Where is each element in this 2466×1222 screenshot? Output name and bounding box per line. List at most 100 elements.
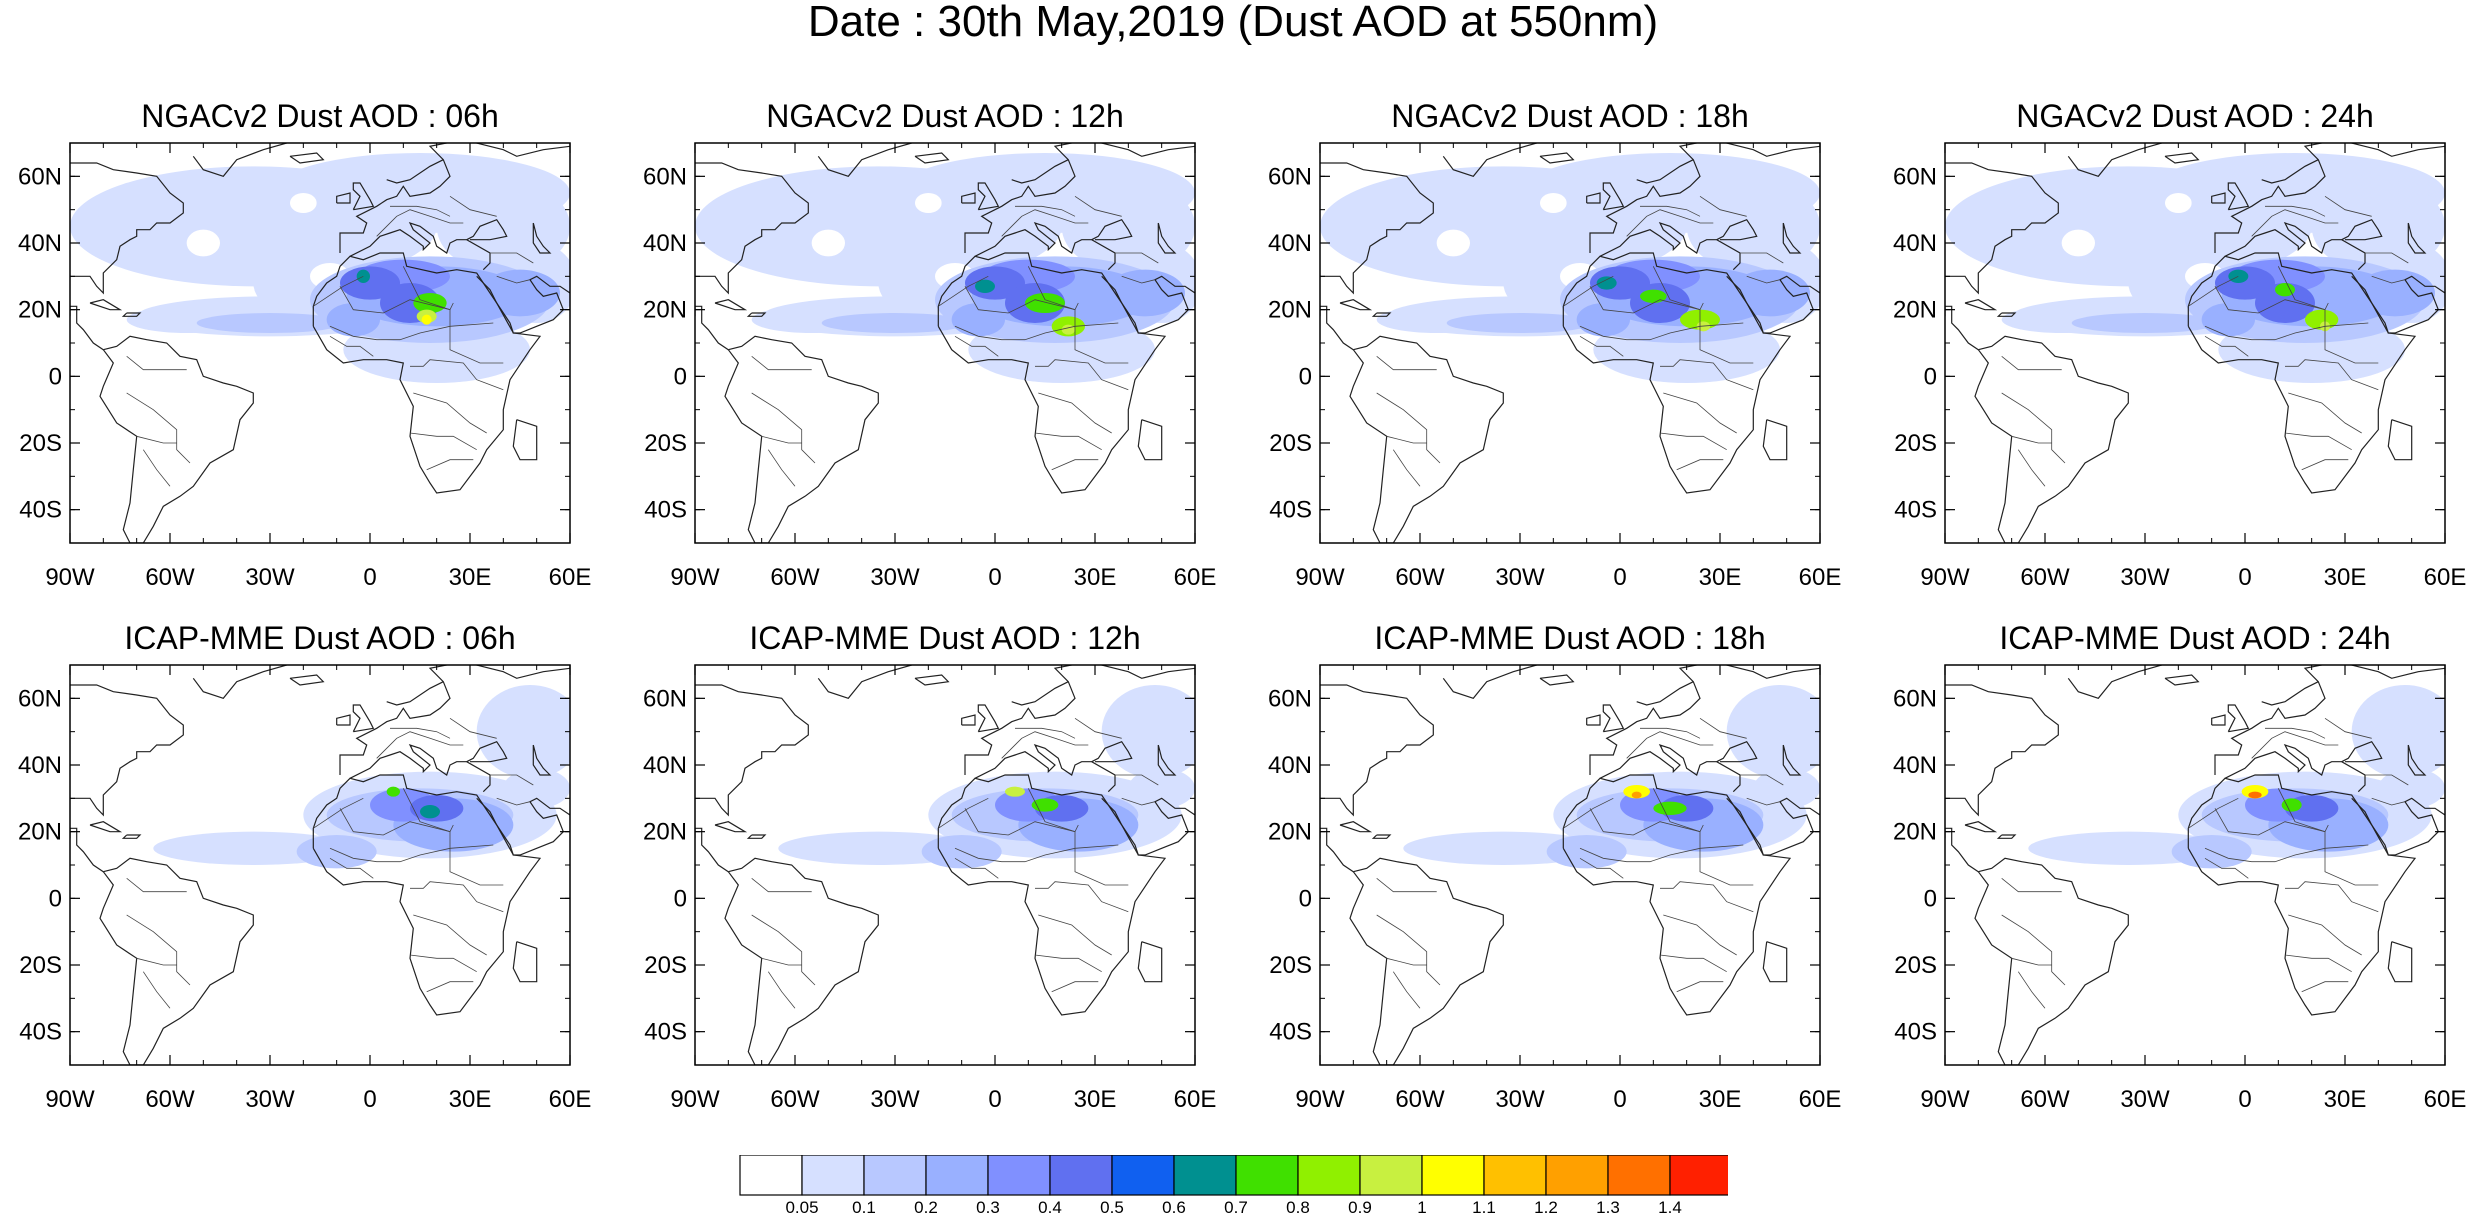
lat-tick-label: 60N bbox=[1893, 163, 1937, 190]
colorbar-label: 0.5 bbox=[1100, 1198, 1124, 1215]
lon-tick-label: 0 bbox=[2238, 1086, 2251, 1113]
lon-tick-label: 60E bbox=[549, 564, 592, 591]
lat-tick-label: 0 bbox=[1924, 885, 1937, 912]
aod-patch bbox=[2248, 791, 2262, 799]
aod-patch bbox=[921, 835, 1002, 869]
lon-tick-label: 30W bbox=[245, 1086, 295, 1113]
dust-field bbox=[1945, 153, 2445, 383]
lat-tick-label: 20N bbox=[1268, 297, 1312, 324]
map-panel-icap-12: ICAP-MME Dust AOD : 12h 90W 60W 30W 0 30E 60E 6… bbox=[643, 620, 1216, 1113]
aod-patch bbox=[1436, 229, 1470, 257]
aod-patch bbox=[2165, 193, 2192, 213]
lon-tick-label: 60E bbox=[549, 1086, 592, 1113]
lat-tick-label: 20S bbox=[644, 952, 687, 979]
lon-tick-label: 60E bbox=[2424, 564, 2466, 591]
lat-tick-label: 0 bbox=[1299, 363, 1312, 390]
lat-tick-label: 0 bbox=[674, 885, 687, 912]
colorbar-label: 1.1 bbox=[1472, 1198, 1496, 1215]
aod-patch bbox=[1590, 266, 1650, 300]
lat-tick-label: 20N bbox=[18, 819, 62, 846]
coastlines bbox=[695, 143, 1195, 543]
coastlines bbox=[695, 665, 1195, 1065]
lat-tick-label: 0 bbox=[1299, 885, 1312, 912]
colorbar-box bbox=[1359, 1155, 1423, 1196]
aod-patch bbox=[480, 269, 560, 317]
map-panel-ngac-06: NGACv2 Dust AOD : 06h 90W 60W 30W 0 30E 60E 60N… bbox=[18, 98, 591, 591]
lat-tick-label: 20S bbox=[19, 952, 62, 979]
coastlines bbox=[1945, 665, 2445, 1065]
colorbar-box bbox=[987, 1155, 1051, 1196]
lon-tick-label: 60E bbox=[1174, 564, 1217, 591]
dust-field bbox=[1320, 153, 1820, 383]
lon-tick-label: 0 bbox=[988, 1086, 1001, 1113]
aod-patch bbox=[1660, 795, 1714, 822]
colorbar-label: 0.8 bbox=[1286, 1198, 1310, 1215]
coastlines bbox=[70, 665, 570, 1065]
lon-tick-label: 30W bbox=[2120, 1086, 2170, 1113]
aod-patch bbox=[1753, 768, 1820, 809]
lat-tick-label: 20S bbox=[19, 430, 62, 457]
lat-tick-label: 40S bbox=[19, 497, 62, 524]
lon-tick-label: 30E bbox=[1074, 564, 1117, 591]
aod-patch bbox=[2305, 309, 2339, 330]
dust-field bbox=[2028, 685, 2445, 869]
lon-tick-label: 30E bbox=[1074, 1086, 1117, 1113]
colorbar-label: 1.2 bbox=[1534, 1198, 1558, 1215]
colorbar-label: 0.05 bbox=[785, 1198, 818, 1215]
aod-patch bbox=[1540, 193, 1567, 213]
map-panel-ngac-18: NGACv2 Dust AOD : 18h 90W 60W 30W 0 30E 60E 60N… bbox=[1268, 98, 1841, 591]
lon-tick-label: 0 bbox=[2238, 564, 2251, 591]
lon-tick-label: 60E bbox=[1799, 564, 1842, 591]
aod-patch bbox=[2378, 768, 2445, 809]
lon-tick-label: 60W bbox=[1395, 564, 1445, 591]
lat-tick-label: 20N bbox=[1893, 819, 1937, 846]
lat-tick-label: 60N bbox=[1268, 685, 1312, 712]
lat-tick-label: 40N bbox=[1893, 230, 1937, 257]
aod-patch bbox=[821, 313, 969, 333]
aod-patch bbox=[1025, 293, 1065, 313]
aod-patch bbox=[1105, 269, 1185, 317]
lon-tick-label: 30E bbox=[449, 1086, 492, 1113]
colorbar-label: 0.4 bbox=[1038, 1198, 1062, 1215]
lat-tick-label: 40S bbox=[1894, 497, 1937, 524]
lat-tick-label: 60N bbox=[18, 685, 62, 712]
colorbar-label: 0.3 bbox=[976, 1198, 1000, 1215]
map-panel-icap-18: ICAP-MME Dust AOD : 18h 90W 60W 30W 0 30E 60E 6… bbox=[1268, 620, 1841, 1113]
lon-tick-label: 90W bbox=[1295, 1086, 1345, 1113]
panel-title: ICAP-MME Dust AOD : 18h bbox=[1374, 620, 1765, 656]
aod-patch bbox=[1446, 313, 1594, 333]
map-panel-icap-06: ICAP-MME Dust AOD : 06h 90W 60W 30W 0 30E 60E 6… bbox=[18, 620, 591, 1113]
aod-patch bbox=[915, 193, 942, 213]
map-panel-ngac-24: NGACv2 Dust AOD : 24h 90W 60W 30W 0 30E 60E 60N… bbox=[1893, 98, 2466, 591]
panel-title: NGACv2 Dust AOD : 12h bbox=[766, 98, 1123, 134]
lon-tick-label: 90W bbox=[1920, 564, 1970, 591]
lon-tick-label: 0 bbox=[1613, 1086, 1626, 1113]
aod-patch bbox=[340, 266, 400, 300]
dust-field bbox=[70, 153, 570, 383]
dust-field bbox=[695, 153, 1195, 383]
colorbar-box bbox=[1669, 1155, 1728, 1196]
lon-tick-label: 0 bbox=[988, 564, 1001, 591]
dust-field bbox=[1403, 685, 1820, 869]
lon-tick-label: 90W bbox=[670, 564, 720, 591]
aod-patch bbox=[975, 279, 995, 293]
aod-patch bbox=[1005, 786, 1025, 797]
colorbar-label: 1.4 bbox=[1658, 1198, 1682, 1215]
aod-patch bbox=[1726, 685, 1820, 779]
lon-tick-label: 60W bbox=[770, 564, 820, 591]
lon-tick-label: 30W bbox=[870, 1086, 920, 1113]
lat-tick-label: 60N bbox=[18, 163, 62, 190]
panel-title: NGACv2 Dust AOD : 24h bbox=[2016, 98, 2373, 134]
aod-patch bbox=[2351, 685, 2445, 779]
aod-patch bbox=[2071, 313, 2219, 333]
aod-patch bbox=[290, 193, 317, 213]
lon-tick-label: 30W bbox=[1495, 564, 1545, 591]
aod-patch bbox=[296, 835, 377, 869]
country-borders bbox=[1376, 195, 1784, 487]
lat-tick-label: 40N bbox=[18, 230, 62, 257]
aod-patch bbox=[1640, 289, 1667, 303]
colorbar-box bbox=[739, 1155, 803, 1196]
lat-tick-label: 20N bbox=[643, 297, 687, 324]
coastlines bbox=[70, 143, 570, 543]
country-borders bbox=[2001, 195, 2409, 487]
